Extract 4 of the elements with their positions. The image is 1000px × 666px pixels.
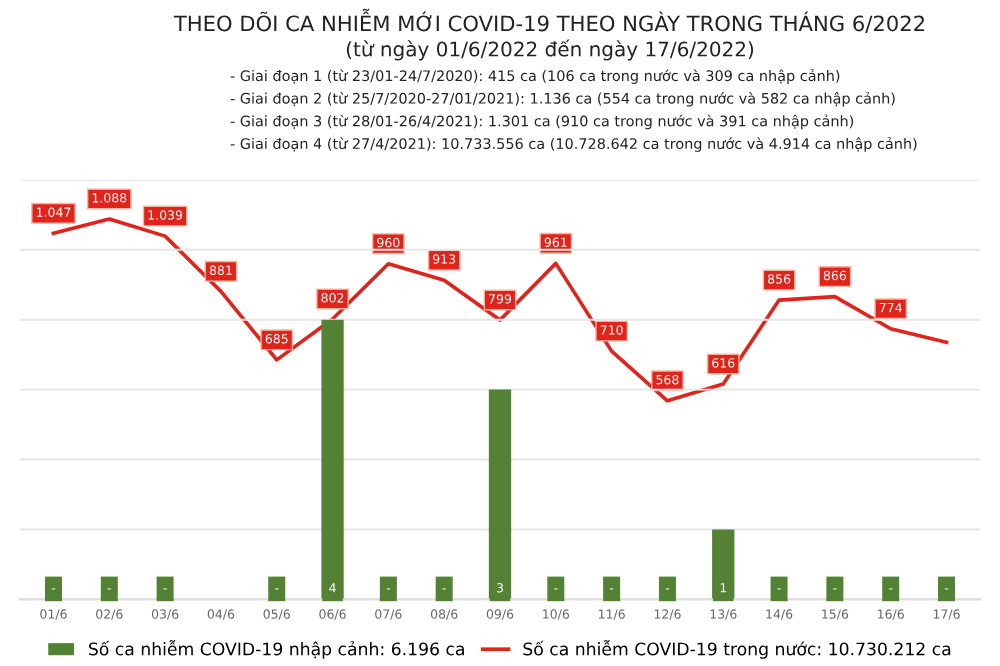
legend-label: Số ca nhiễm COVID-19 trong nước: 10.730.212 ca xyxy=(523,640,951,659)
chart-subtitle: (từ ngày 01/6/2022 đến ngày 17/6/2022) xyxy=(346,39,754,61)
chart-title: THEO DÕI CA NHIỄM MỚI COVID-19 THEO NGÀY TRONG THÁNG 6/2022 xyxy=(173,8,924,34)
legend-label: Số ca nhiễm COVID-19 nhập cảnh: 6.196 ca xyxy=(89,640,464,659)
